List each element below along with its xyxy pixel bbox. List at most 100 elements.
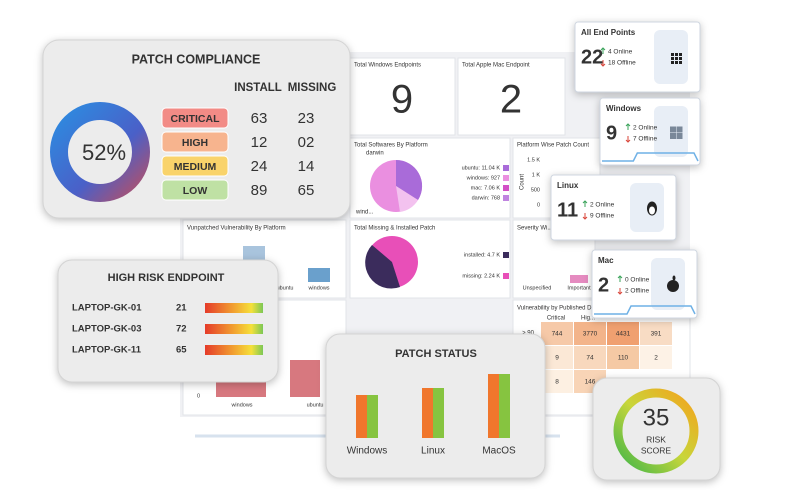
offline-count: 7 Offline xyxy=(633,136,657,143)
sparkline xyxy=(594,305,696,315)
tick: 0 xyxy=(197,393,200,399)
down-arrow xyxy=(617,288,623,295)
offline-count: 2 Offline xyxy=(625,288,649,295)
endpoint-title: Linux xyxy=(557,181,579,190)
legend-swatch xyxy=(503,175,509,181)
endpoint-count: 2 xyxy=(598,274,609,296)
tile-title: Platform Wise Patch Count xyxy=(517,143,589,149)
tile-title: Total Missing & Installed Patch xyxy=(354,226,435,232)
table-cell xyxy=(607,322,639,345)
icon-pane xyxy=(670,126,676,133)
pie-slice xyxy=(396,159,423,200)
table-value: 9 xyxy=(555,355,559,362)
endpoint-count: 22 xyxy=(581,46,603,68)
axis-label: ubuntu xyxy=(307,402,324,408)
table-cell xyxy=(607,346,639,369)
tile-title: Total Windows Endpoints xyxy=(354,63,421,69)
risk-value: 21 xyxy=(176,303,187,314)
legend-text: windows: 927 xyxy=(466,175,500,181)
axis-label: windows xyxy=(230,402,252,408)
axis-label: Unspecified xyxy=(523,285,552,291)
column-header: Critical xyxy=(547,316,565,322)
legend-swatch xyxy=(503,252,509,258)
tile-title: Vulnerability by Published Da... xyxy=(517,306,600,312)
online-count: 2 Online xyxy=(590,202,615,209)
donut-label: 52% xyxy=(82,140,126,165)
icon-dot xyxy=(671,61,674,64)
endpoint-name: LAPTOP-GK-11 xyxy=(72,345,142,356)
install-count: 89 xyxy=(251,182,268,199)
missing-count: 02 xyxy=(298,134,315,151)
pie-slice xyxy=(396,186,418,212)
legend-swatch xyxy=(503,165,509,171)
score-label: RISK xyxy=(646,434,666,444)
axis-label: ubuntu xyxy=(277,285,294,291)
icon-apple xyxy=(667,280,679,292)
tick: 1 K xyxy=(532,172,541,178)
tile xyxy=(457,57,566,136)
tile-title: Severity Wi... xyxy=(517,226,553,232)
x-tick-label: Windows xyxy=(347,446,388,457)
up-arrow xyxy=(600,47,606,54)
offline-count: 9 Offline xyxy=(590,213,614,220)
card xyxy=(42,39,351,219)
online-count: 0 Online xyxy=(625,277,650,284)
icon-leaf xyxy=(672,275,676,281)
endpoint-name: LAPTOP-GK-03 xyxy=(72,324,142,335)
table-value: 110 xyxy=(618,355,629,362)
table-cell xyxy=(640,322,672,345)
endpoint-title: All End Points xyxy=(581,28,636,37)
legend-text: mac: 7.06 K xyxy=(471,185,501,191)
icon-dot xyxy=(679,57,682,60)
icon-belly xyxy=(649,206,655,215)
card-title: PATCH COMPLIANCE xyxy=(132,52,261,66)
donut xyxy=(50,102,150,202)
bar xyxy=(308,268,330,282)
table-value: 2 xyxy=(654,355,658,362)
down-arrow xyxy=(582,213,588,220)
missing-count: 14 xyxy=(298,158,315,175)
tick: 0 xyxy=(537,202,540,208)
icon-dot xyxy=(671,57,674,60)
endpoint-count: 9 xyxy=(606,122,617,144)
endpoint-name: LAPTOP-GK-01 xyxy=(72,303,142,314)
axis-label: Important xyxy=(567,285,591,291)
icon-dot xyxy=(675,61,678,64)
endpoint-title: Windows xyxy=(606,104,642,113)
card-title: HIGH RISK ENDPOINT xyxy=(108,272,225,284)
tick: 500 xyxy=(531,187,540,193)
severity-label: MEDIUM xyxy=(174,161,217,173)
table-value: 8 xyxy=(555,379,559,386)
severity-label: CRITICAL xyxy=(171,113,221,125)
severity-label: HIGH xyxy=(182,137,208,149)
score-label: SCORE xyxy=(641,445,672,455)
down-arrow xyxy=(625,136,631,143)
column-header: INSTALL xyxy=(234,82,282,94)
axis-title: Count xyxy=(520,174,526,190)
tile-count: 2 xyxy=(500,78,522,122)
icon-dot xyxy=(679,61,682,64)
legend-swatch xyxy=(503,195,509,201)
score-value: 35 xyxy=(643,404,670,431)
tile-title: Total Apple Mac Endpoint xyxy=(462,63,530,69)
table-cell xyxy=(541,346,573,369)
sparkline xyxy=(602,152,699,162)
icon-pane xyxy=(670,133,676,139)
table-value: 391 xyxy=(651,331,662,338)
table-value: 744 xyxy=(552,331,563,338)
tick: 1.5 K xyxy=(527,157,540,163)
severity-pill xyxy=(161,179,229,201)
tile-count: 9 xyxy=(391,78,413,122)
icon-dot xyxy=(675,53,678,56)
gauge xyxy=(613,388,699,474)
pie-label: wind... xyxy=(355,210,374,216)
table-value: 146 xyxy=(585,379,596,386)
missing-count: 65 xyxy=(298,182,315,199)
legend-text: missing: 2.24 K xyxy=(462,273,500,279)
tile xyxy=(349,57,456,136)
down-arrow xyxy=(600,60,606,67)
up-arrow xyxy=(582,200,588,207)
table-cell xyxy=(574,346,606,369)
missing-count: 23 xyxy=(298,110,315,127)
x-tick-label: Linux xyxy=(421,446,445,457)
